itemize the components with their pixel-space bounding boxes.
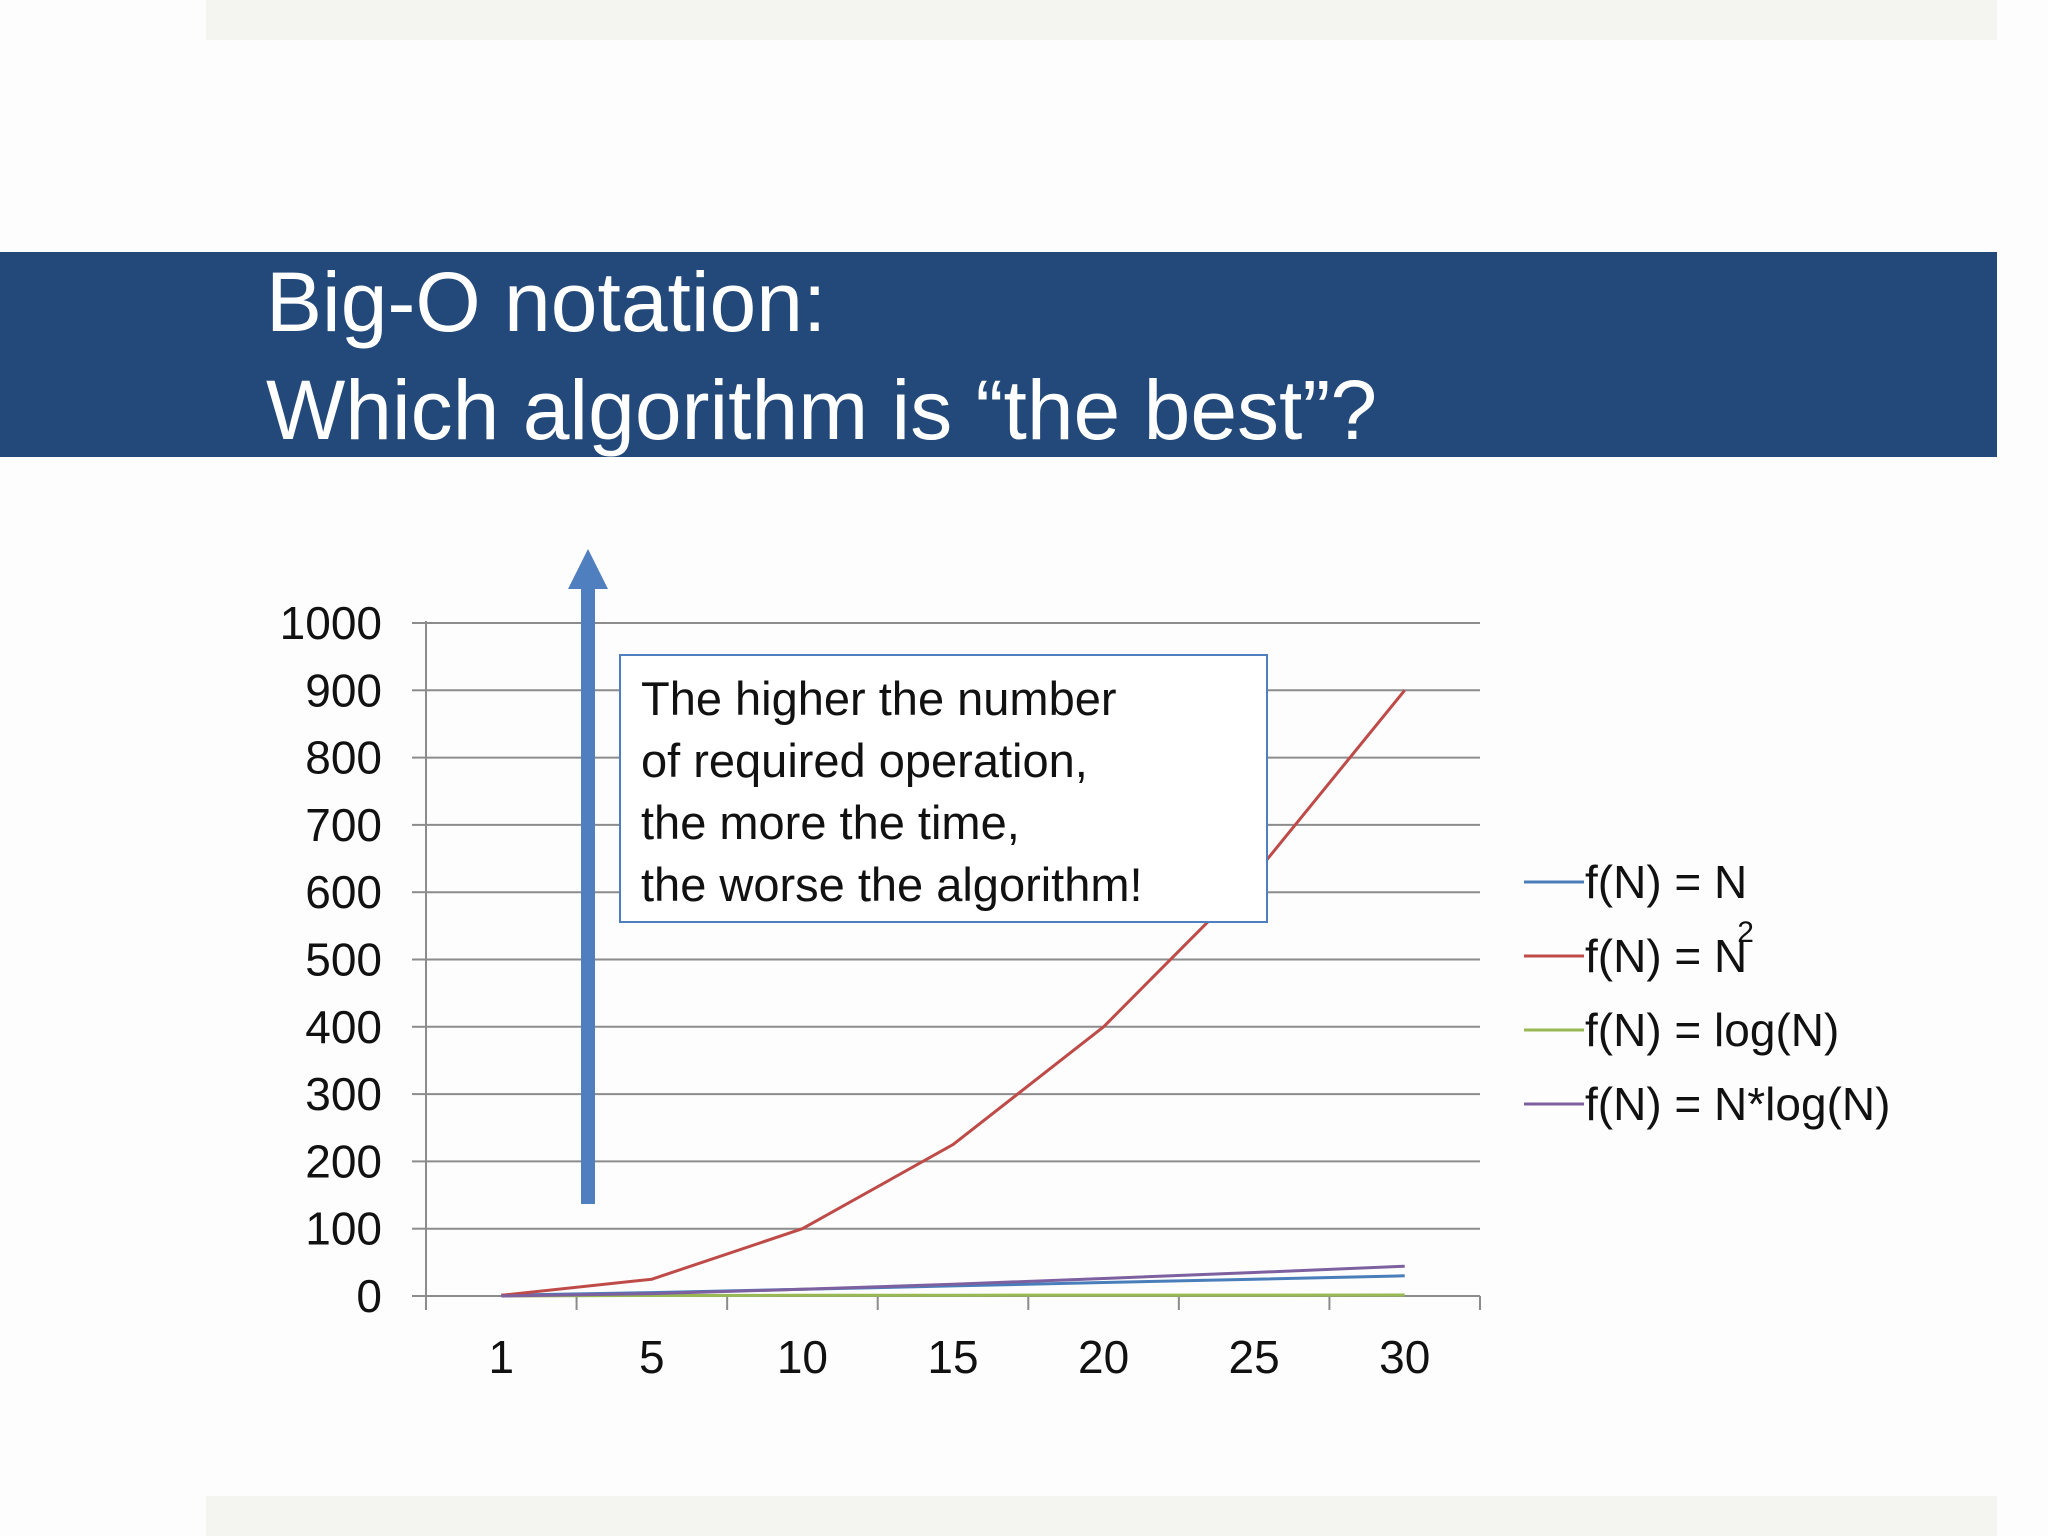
top-strip: [206, 0, 1997, 40]
legend-label: f(N) = N: [1585, 856, 1747, 908]
x-tick-label: 15: [927, 1331, 978, 1383]
series-line: [501, 1264, 1405, 1298]
series-line: [501, 1293, 1405, 1298]
y-tick-label: 100: [305, 1203, 382, 1255]
x-tick-label: 25: [1229, 1331, 1280, 1383]
x-tick-labels: 1 5 10 15 20 25 30: [488, 1331, 1430, 1383]
y-tick-label: 200: [305, 1135, 382, 1187]
y-tick-label: 600: [305, 866, 382, 918]
up-arrow-icon: [568, 549, 608, 1204]
legend-label: f(N) = N*log(N): [1585, 1078, 1890, 1130]
y-tick-label: 300: [305, 1068, 382, 1120]
arrow-shaft: [581, 588, 595, 1204]
callout-line: the more the time,: [641, 796, 1020, 849]
x-tick-label: 20: [1078, 1331, 1129, 1383]
legend-label: f(N) = N2: [1585, 916, 1754, 982]
y-tick-label: 900: [305, 664, 382, 716]
x-tick-label: 30: [1379, 1331, 1430, 1383]
title-band: [0, 252, 1997, 457]
legend-label: f(N) = log(N): [1585, 1004, 1839, 1056]
y-tick-label: 500: [305, 934, 382, 986]
x-tick-label: 10: [777, 1331, 828, 1383]
arrow-head: [568, 549, 608, 589]
y-tick-label: 400: [305, 1001, 382, 1053]
slide-subtitle: Which algorithm is “the best”?: [266, 363, 1378, 457]
y-tick-labels: 0 100 200 300 400 500 600 700 800 900 1000: [280, 597, 382, 1322]
slide-title: Big-O notation:: [266, 255, 827, 349]
callout-box: The higher the number of required operat…: [619, 654, 1268, 923]
callout-line: The higher the number: [641, 672, 1117, 725]
bottom-strip: [206, 1496, 1997, 1536]
callout-line: of required operation,: [641, 734, 1088, 787]
x-tick-label: 5: [639, 1331, 665, 1383]
legend: f(N) = N f(N) = N2 f(N) = log(N) f(N) = N*l…: [1524, 856, 1890, 1130]
y-tick-label: 800: [305, 732, 382, 784]
x-tick-label: 1: [488, 1331, 514, 1383]
callout-line: the worse the algorithm!: [641, 858, 1143, 911]
y-tick-label: 700: [305, 799, 382, 851]
y-tick-label: 0: [356, 1270, 382, 1322]
y-tick-label: 1000: [280, 597, 382, 649]
